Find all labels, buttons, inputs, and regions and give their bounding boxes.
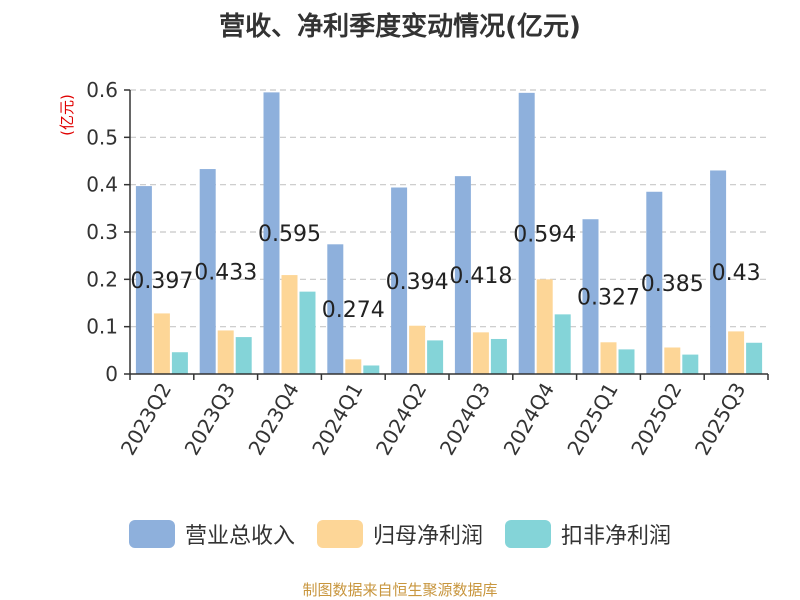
data-label: 0.327: [577, 286, 640, 311]
bar-2023Q4-s2: [299, 291, 316, 374]
bar-2025Q2-s1: [664, 347, 681, 374]
y-tick-label: 0.1: [86, 315, 118, 339]
data-label: 0.394: [386, 270, 449, 295]
y-tick-label: 0.4: [86, 173, 118, 197]
bar-2023Q3-s2: [235, 337, 252, 374]
bar-2023Q4-s0: [263, 92, 280, 374]
bar-2025Q3-s1: [728, 331, 745, 374]
legend-swatch: [316, 520, 363, 548]
x-tick-label: 2023Q3: [180, 379, 240, 460]
bar-2024Q2-s0: [391, 187, 408, 374]
bar-2025Q3-s0: [710, 170, 727, 374]
x-tick-label: 2025Q1: [562, 379, 622, 460]
y-tick-label: 0.3: [86, 220, 118, 244]
bar-2025Q2-s2: [682, 354, 699, 374]
bar-2025Q1-s1: [600, 342, 617, 374]
bar-2024Q1-s1: [345, 359, 362, 374]
bar-2025Q1-s0: [582, 219, 599, 374]
y-tick-label: 0.5: [86, 125, 118, 149]
bar-2024Q2-s2: [427, 340, 444, 374]
bar-2024Q1-s0: [327, 244, 344, 374]
x-tick-label: 2025Q3: [690, 379, 750, 460]
data-label: 0.397: [130, 269, 193, 294]
x-tick-label: 2025Q2: [626, 379, 686, 460]
legend-label: 归母净利润: [372, 524, 483, 549]
legend-label: 营业总收入: [184, 524, 295, 549]
bar-2023Q2-s0: [135, 186, 152, 374]
x-tick-label: 2023Q2: [116, 379, 176, 460]
legend-item-2[interactable]: 扣非净利润: [505, 518, 671, 550]
bar-2023Q2-s1: [153, 313, 170, 374]
bar-2024Q4-s2: [554, 314, 571, 374]
data-label: 0.433: [194, 261, 257, 286]
bar-2025Q3-s2: [746, 342, 763, 374]
bar-2025Q2-s0: [646, 191, 663, 374]
legend-swatch: [128, 520, 175, 548]
bar-2023Q2-s2: [171, 352, 188, 374]
bar-2024Q4-s1: [536, 279, 553, 374]
bar-2024Q4-s0: [518, 92, 535, 374]
source-note: 制图数据来自恒生聚源数据库: [302, 581, 498, 599]
legend: 营业总收入 归母净利润 扣非净利润: [0, 518, 800, 550]
bar-2023Q3-s0: [199, 169, 216, 374]
bar-2023Q3-s1: [217, 330, 234, 374]
bar-2023Q4-s1: [281, 275, 298, 374]
y-tick-label: 0.6: [86, 78, 118, 102]
x-tick-label: 2023Q4: [243, 379, 303, 460]
y-tick-label: 0: [105, 362, 118, 386]
data-label: 0.385: [641, 272, 704, 297]
x-tick-label: 2024Q1: [307, 379, 367, 460]
legend-label: 扣非净利润: [561, 524, 672, 549]
x-tick-label: 2024Q2: [371, 379, 431, 460]
bar-2024Q2-s1: [409, 325, 426, 374]
data-label: 0.594: [513, 222, 576, 247]
legend-item-1[interactable]: 归母净利润: [316, 518, 483, 550]
y-tick-label: 0.2: [86, 267, 118, 291]
chart-title: 营收、净利季度变动情况(亿元): [219, 12, 581, 42]
x-tick-label: 2024Q3: [435, 379, 495, 460]
bar-2024Q1-s2: [363, 365, 380, 374]
data-label: 0.274: [322, 298, 385, 323]
y-axis-label: (亿元): [58, 94, 76, 136]
data-label: 0.418: [449, 264, 512, 289]
bars: [135, 92, 763, 374]
data-label: 0.43: [712, 261, 761, 286]
data-label: 0.595: [258, 222, 321, 247]
x-tick-label: 2024Q4: [499, 379, 559, 460]
bar-2024Q3-s0: [454, 176, 471, 374]
bar-2025Q1-s2: [618, 349, 635, 374]
legend-item-0[interactable]: 营业总收入: [128, 518, 295, 550]
bar-2024Q3-s2: [490, 338, 507, 374]
bar-2024Q3-s1: [472, 332, 489, 374]
legend-swatch: [505, 520, 551, 548]
